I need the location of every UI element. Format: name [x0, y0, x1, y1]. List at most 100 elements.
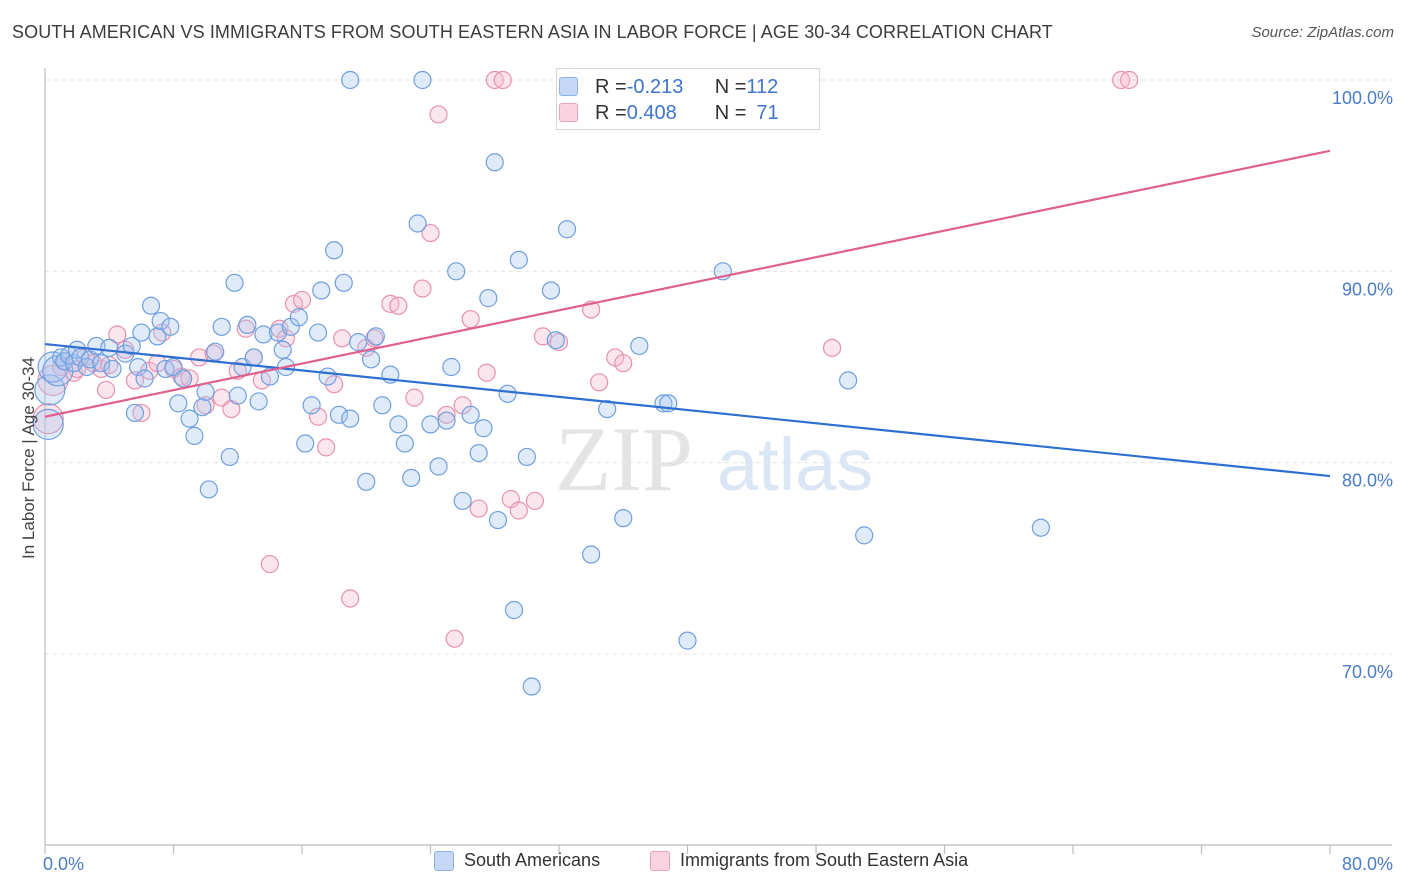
- legend-item-immigrants: Immigrants from South Eastern Asia: [650, 850, 968, 871]
- data-point: [151, 311, 170, 331]
- data-point: [509, 501, 528, 520]
- data-point: [408, 214, 427, 233]
- data-point: [260, 554, 279, 574]
- data-point: [249, 392, 268, 411]
- data-point: [479, 289, 498, 308]
- data-point: [442, 357, 461, 377]
- data-point: [225, 273, 244, 292]
- data-point: [273, 340, 292, 359]
- data-point: [1120, 70, 1139, 90]
- data-point: [206, 342, 225, 361]
- data-point: [148, 327, 167, 346]
- data-point: [125, 403, 145, 423]
- data-point: [461, 310, 480, 329]
- legend-item-south-americans: South Americans: [434, 850, 600, 871]
- data-point: [341, 409, 360, 428]
- data-point: [357, 472, 376, 491]
- data-point: [296, 434, 315, 453]
- data-point: [822, 338, 842, 357]
- data-point: [37, 351, 69, 383]
- data-point: [437, 411, 456, 430]
- data-point: [316, 438, 336, 457]
- n-value: 71: [756, 101, 779, 124]
- legend-label: Immigrants from South Eastern Asia: [680, 850, 969, 870]
- data-point: [196, 382, 215, 401]
- data-point: [373, 396, 392, 415]
- data-point: [413, 279, 432, 298]
- data-point: [318, 367, 337, 386]
- axes: [44, 68, 1392, 854]
- data-point: [590, 373, 609, 392]
- stats-row-immigrants: R = 0.408 N = 71: [559, 100, 779, 126]
- data-point: [180, 409, 199, 428]
- data-point: [220, 447, 239, 467]
- data-point: [334, 273, 353, 292]
- chart-title: SOUTH AMERICAN VS IMMIGRANTS FROM SOUTH …: [12, 22, 1053, 42]
- data-point: [582, 545, 601, 564]
- data-point: [302, 396, 321, 415]
- data-point: [413, 70, 432, 90]
- data-point: [92, 354, 111, 373]
- data-point: [329, 405, 349, 424]
- y-tick-label: 80.0%: [1342, 471, 1393, 491]
- stats-swatch-blue: [559, 77, 578, 96]
- data-point: [429, 457, 448, 476]
- data-point: [429, 105, 448, 124]
- data-point: [308, 323, 328, 342]
- data-point: [421, 223, 440, 243]
- data-point: [678, 631, 697, 650]
- data-point: [325, 241, 344, 260]
- bottom-legend: South Americans Immigrants from South Ea…: [0, 850, 1406, 880]
- data-point: [185, 426, 204, 445]
- data-point: [132, 323, 151, 342]
- data-point: [1031, 518, 1050, 537]
- data-point: [437, 405, 456, 424]
- data-point: [855, 526, 874, 545]
- data-point: [366, 327, 385, 346]
- data-point: [190, 348, 209, 367]
- tick-labels: 100.0% 90.0% 80.0% 70.0% 0.0% 80.0%: [43, 88, 1393, 874]
- data-point: [341, 589, 360, 608]
- r-value: 0.408: [626, 101, 677, 124]
- source-credit: Source: ZipAtlas.com: [1251, 24, 1394, 41]
- stats-legend: R = -0.213 N = 112 R = 0.408 N = 71: [556, 68, 820, 130]
- data-point: [312, 281, 331, 300]
- data-point: [193, 398, 212, 417]
- r-label: R =: [595, 75, 627, 98]
- y-tick-label: 90.0%: [1342, 279, 1393, 299]
- data-point: [630, 336, 649, 356]
- data-point: [509, 250, 528, 269]
- x-tick-label: 0.0%: [43, 854, 84, 874]
- data-point: [361, 350, 381, 369]
- data-point: [212, 317, 231, 336]
- data-point: [522, 677, 541, 696]
- data-point: [129, 357, 148, 377]
- trend-line: [44, 342, 1331, 478]
- data-point: [34, 374, 66, 406]
- r-value: -0.213: [626, 75, 684, 98]
- data-point: [135, 369, 154, 388]
- legend-swatch-pink: [650, 850, 670, 871]
- data-point: [498, 384, 517, 403]
- trend-lines: [44, 149, 1331, 478]
- data-point: [308, 407, 328, 426]
- data-point: [541, 281, 561, 300]
- data-point: [614, 354, 633, 373]
- data-point: [557, 220, 577, 239]
- data-point: [141, 296, 161, 315]
- data-point: [614, 509, 633, 528]
- trend-line: [44, 149, 1331, 418]
- data-points: [32, 70, 1139, 696]
- data-point: [546, 331, 565, 350]
- x-tick-label: 80.0%: [1342, 854, 1393, 874]
- n-label: N =: [714, 75, 747, 98]
- r-label: R =: [595, 101, 627, 124]
- data-point: [485, 153, 504, 172]
- legend-swatch-blue: [434, 850, 454, 871]
- data-point: [349, 333, 368, 352]
- data-point: [405, 388, 424, 407]
- data-point: [32, 408, 64, 440]
- data-point: [488, 510, 508, 530]
- data-point: [292, 290, 312, 310]
